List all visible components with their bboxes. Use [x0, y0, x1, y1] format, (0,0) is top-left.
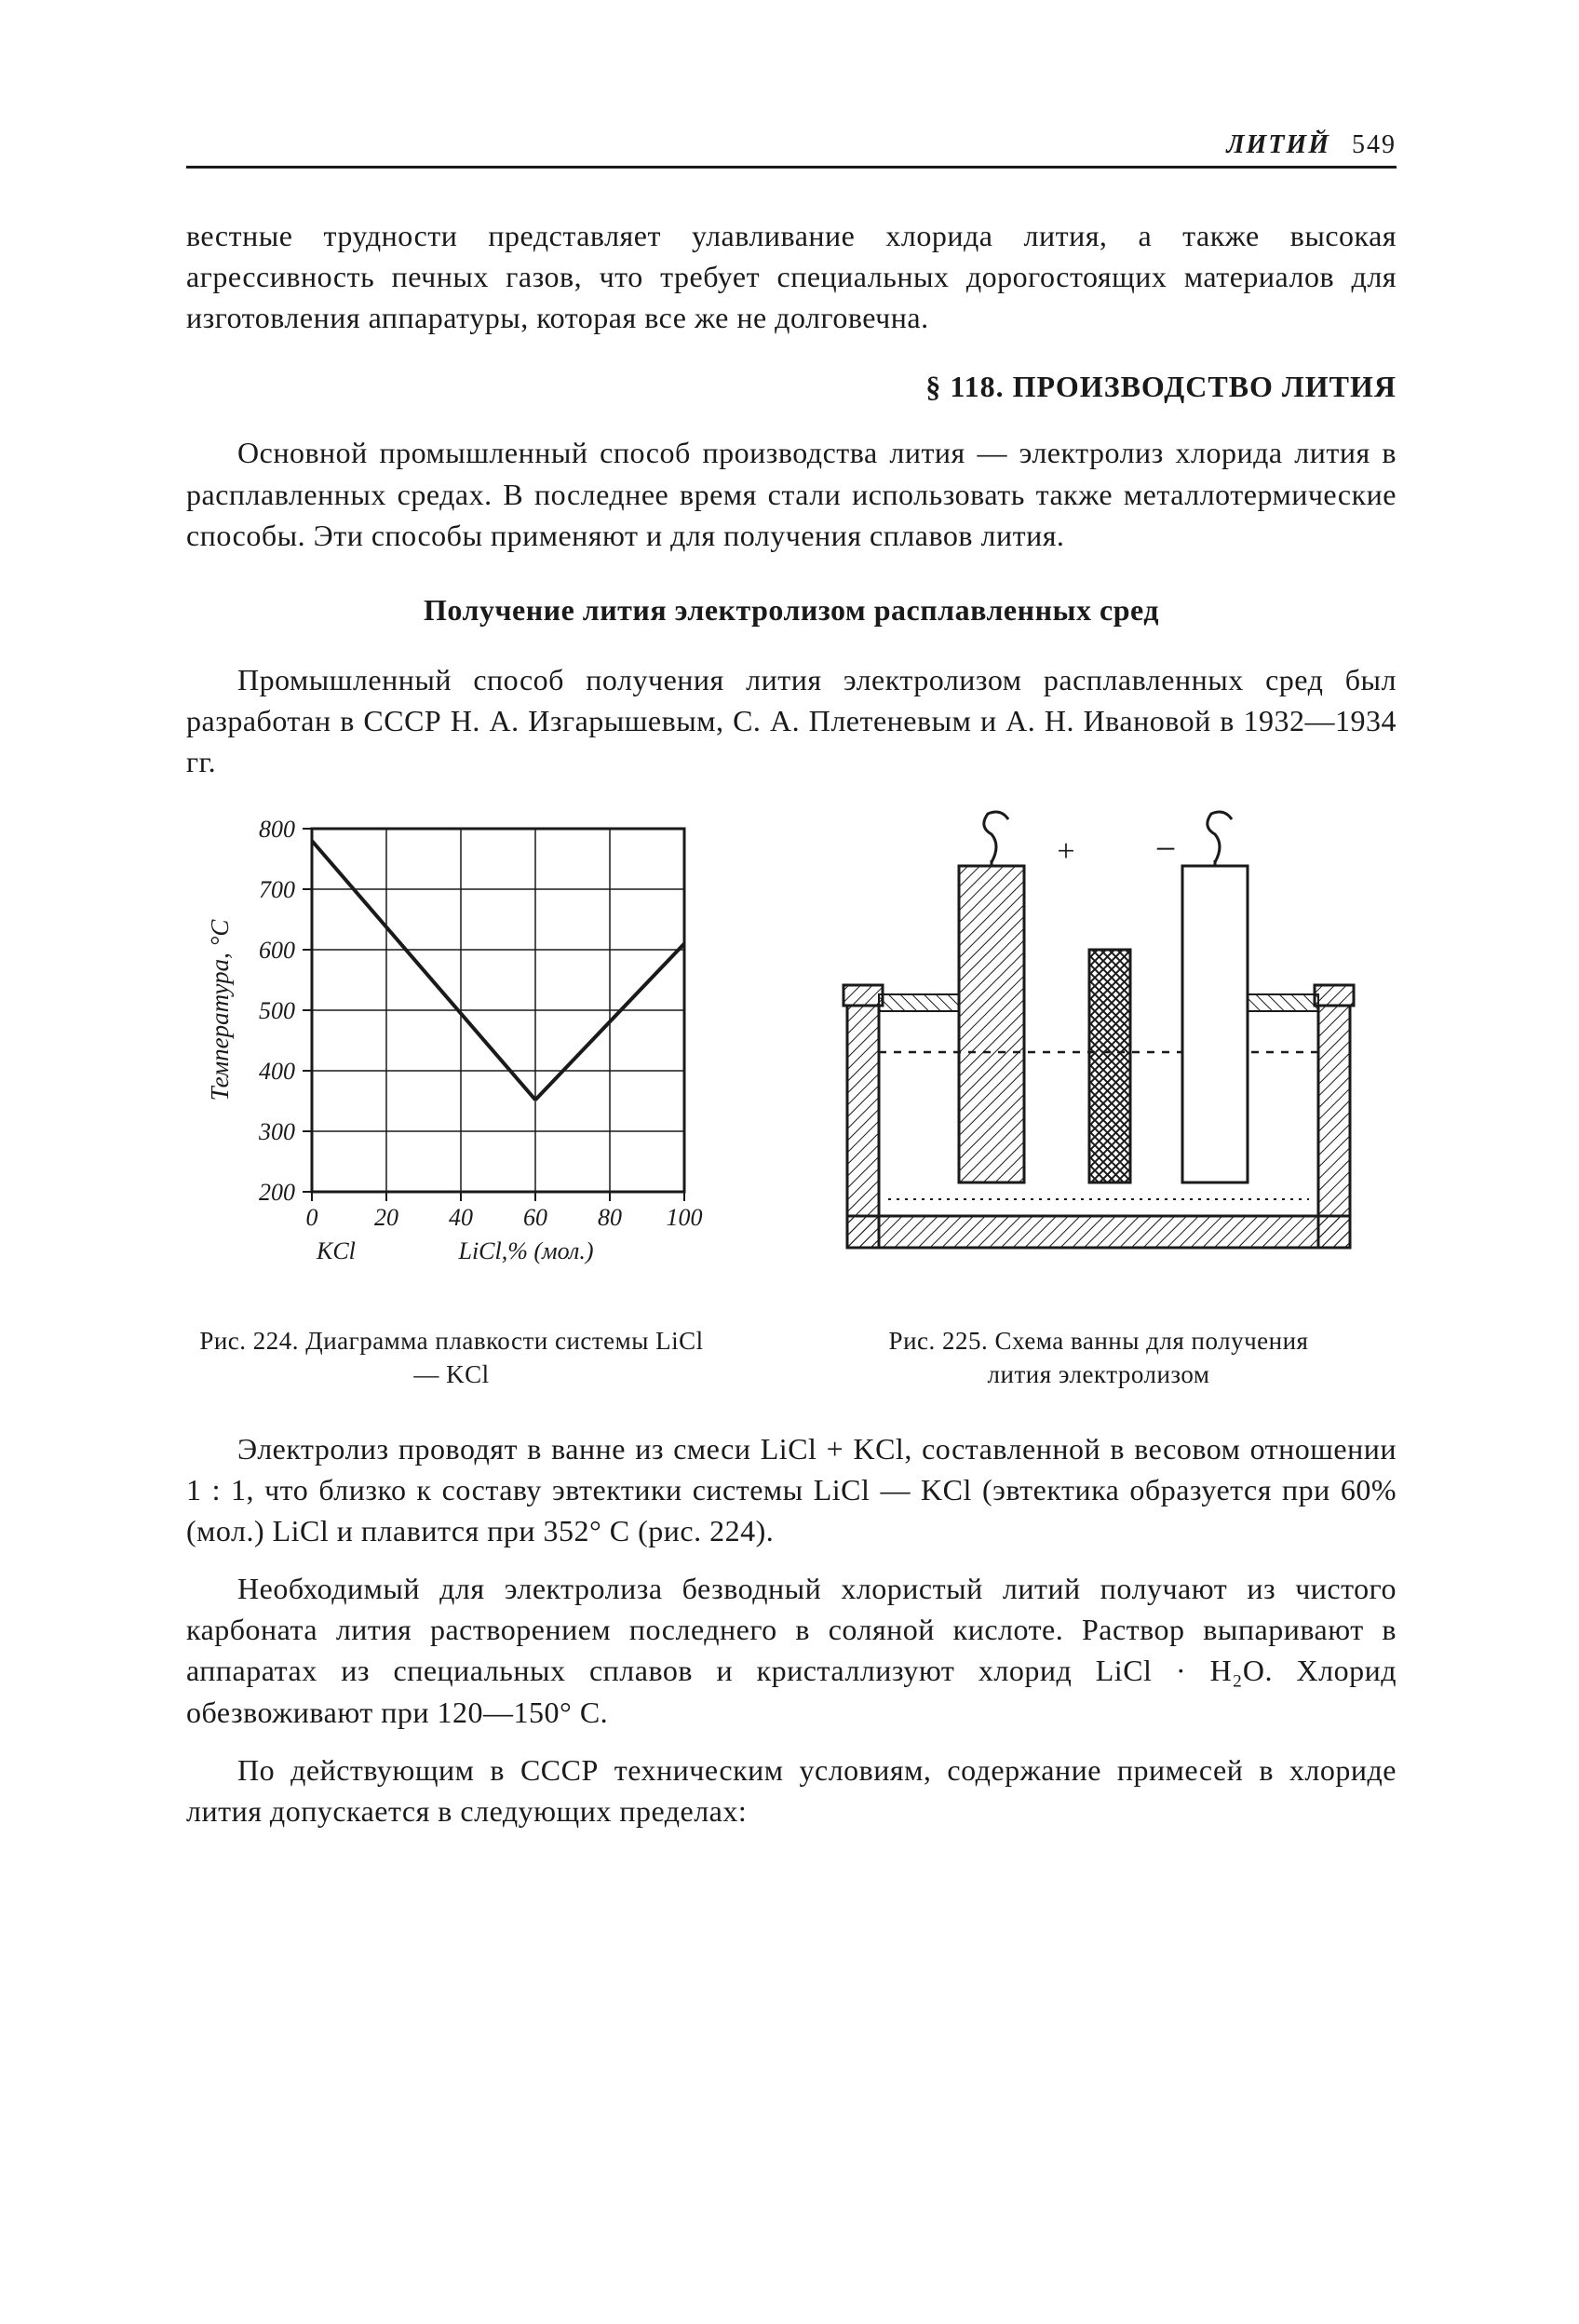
figure-224-svg: 200 300 400 500 600 700 800 0 20 40 60 80 100 Темпера…	[191, 810, 712, 1294]
svg-text:100: 100	[667, 1204, 703, 1231]
svg-text:0: 0	[306, 1204, 318, 1231]
figure-225-svg: +−	[810, 810, 1387, 1294]
svg-text:LiCl,% (мол.): LiCl,% (мол.)	[457, 1237, 593, 1264]
svg-text:80: 80	[598, 1204, 622, 1231]
svg-text:800: 800	[259, 816, 295, 843]
figure-224: 200 300 400 500 600 700 800 0 20 40 60 80 100 Темпера…	[186, 810, 717, 1390]
svg-text:−: −	[1155, 828, 1177, 870]
section-heading: § 118. ПРОИЗВОДСТВО ЛИТИЯ	[186, 370, 1397, 404]
paragraph-2: Основной промышленный способ производств…	[186, 432, 1397, 555]
svg-text:KCl: KCl	[316, 1237, 356, 1264]
paragraph-6: По действующим в СССР техническим услови…	[186, 1750, 1397, 1831]
svg-text:400: 400	[259, 1058, 295, 1085]
svg-text:200: 200	[259, 1179, 295, 1206]
subsection-heading: Получение лития электролизом расплавленн…	[186, 593, 1397, 628]
svg-text:500: 500	[259, 997, 295, 1024]
svg-text:Температура, °С: Температура, °С	[206, 919, 234, 1101]
paragraph-3: Промышленный способ получения лития элек…	[186, 659, 1397, 782]
figure-row: 200 300 400 500 600 700 800 0 20 40 60 80 100 Темпера…	[186, 810, 1397, 1390]
paragraph-4: Электролиз проводят в ванне из смеси LiC…	[186, 1428, 1397, 1551]
figure-225-caption: Рис. 225. Схема ванны для получения лити…	[857, 1325, 1341, 1390]
paragraph-1: вестные трудности представляет улавливан…	[186, 215, 1397, 338]
svg-text:700: 700	[259, 876, 295, 903]
page-number: 549	[1352, 130, 1397, 159]
svg-text:+: +	[1057, 834, 1074, 869]
page-body: ЛИТИЙ 549 вестные трудности представляет…	[186, 130, 1397, 1848]
running-head-title: ЛИТИЙ	[1226, 130, 1330, 159]
figure-224-caption: Рис. 224. Диаграмма плавкости системы Li…	[186, 1325, 717, 1390]
svg-text:40: 40	[449, 1204, 473, 1231]
svg-text:300: 300	[258, 1118, 295, 1145]
svg-text:600: 600	[259, 937, 295, 964]
paragraph-5: Необходимый для электролиза безводный хл…	[186, 1568, 1397, 1733]
svg-text:20: 20	[374, 1204, 398, 1231]
svg-text:60: 60	[523, 1204, 547, 1231]
figure-225: +− Рис. 225. Схема ванны для получения л…	[801, 810, 1397, 1390]
running-head: ЛИТИЙ 549	[186, 130, 1397, 169]
